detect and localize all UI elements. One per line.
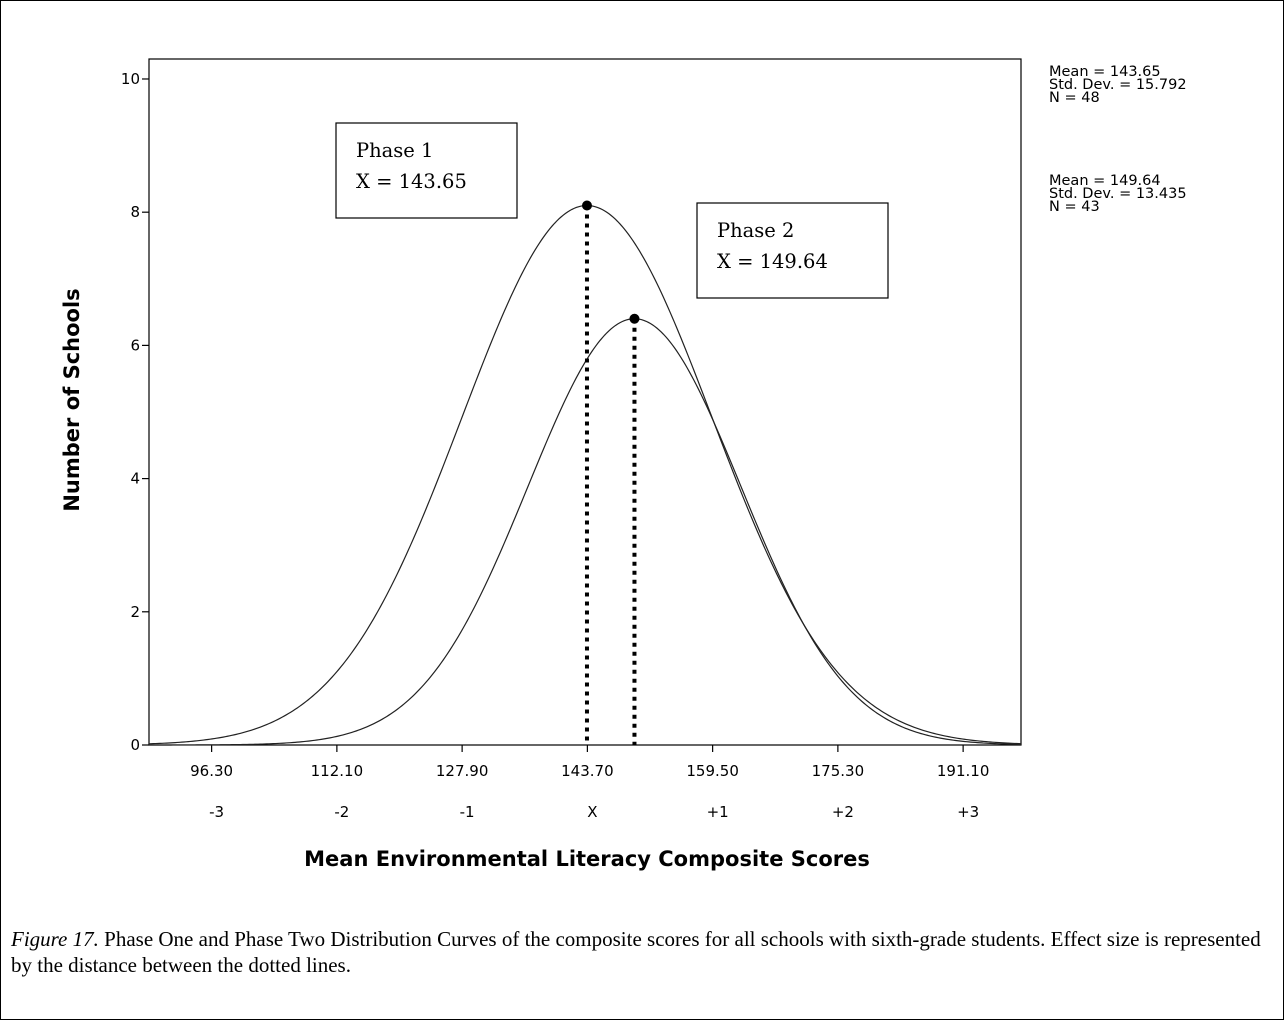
stats-line: N = 48 — [1049, 90, 1100, 106]
stats-line: Std. Dev. = 15.792 — [1049, 77, 1187, 93]
stats-line: Mean = 149.64 — [1049, 173, 1161, 189]
figure-caption: Figure 17. Phase One and Phase Two Distr… — [11, 926, 1273, 978]
peak-marker — [629, 313, 640, 324]
mean-lines — [581, 200, 640, 745]
y-tick-label: 10 — [121, 70, 140, 88]
sd-label: +3 — [957, 803, 979, 821]
x-tick-label: 96.30 — [190, 762, 233, 780]
sd-label: -2 — [334, 803, 349, 821]
annotation-boxes: Phase 1 X = 143.65 Phase 2 X = 149.64 — [335, 122, 889, 299]
annotation-text: Phase 2 — [717, 219, 794, 242]
x-axis: 96.30 -3 112.10 -2 127.90 -1 143.70 X 159.50 +1 17… — [190, 745, 989, 821]
x-tick-label: 143.70 — [561, 762, 614, 780]
y-axis-title: Number of Schools — [60, 288, 84, 511]
x-tick-label: 159.50 — [686, 762, 739, 780]
annotation-box-phase-1 — [335, 122, 518, 219]
y-tick-label: 0 — [130, 736, 140, 754]
peak-marker — [581, 200, 592, 211]
distribution-chart: 0 2 4 6 8 10 96.30 -3 112.10 -2 127.90 -1 143.70 X 15… — [60, 58, 1187, 871]
sd-label: -3 — [209, 803, 224, 821]
x-tick-label: 127.90 — [436, 762, 489, 780]
y-tick-label: 2 — [130, 603, 140, 621]
plot-area — [148, 58, 1022, 746]
y-axis: 0 2 4 6 8 10 — [121, 70, 149, 754]
y-tick-label: 6 — [130, 336, 140, 354]
stats-line: Mean = 143.65 — [1049, 64, 1161, 80]
sd-label: +1 — [707, 803, 729, 821]
sd-label: -1 — [460, 803, 475, 821]
caption-text: Phase One and Phase Two Distribution Cur… — [11, 927, 1261, 977]
annotation-text: X = 149.64 — [717, 250, 828, 273]
annotation-text: Phase 1 — [356, 139, 433, 162]
figure-number: Figure 17. — [11, 927, 99, 951]
x-tick-label: 191.10 — [937, 762, 990, 780]
stats-line: N = 43 — [1049, 199, 1100, 215]
y-tick-label: 8 — [130, 203, 140, 221]
annotation-text: X = 143.65 — [356, 170, 467, 193]
sd-label: X — [587, 803, 597, 821]
sd-label: +2 — [832, 803, 854, 821]
x-axis-title: Mean Environmental Literacy Composite Sc… — [304, 847, 870, 871]
stats-line: Std. Dev. = 13.435 — [1049, 186, 1187, 202]
annotation-box-phase-2 — [696, 202, 889, 299]
x-tick-label: 175.30 — [812, 762, 865, 780]
x-tick-label: 112.10 — [311, 762, 364, 780]
y-tick-label: 4 — [130, 470, 140, 488]
